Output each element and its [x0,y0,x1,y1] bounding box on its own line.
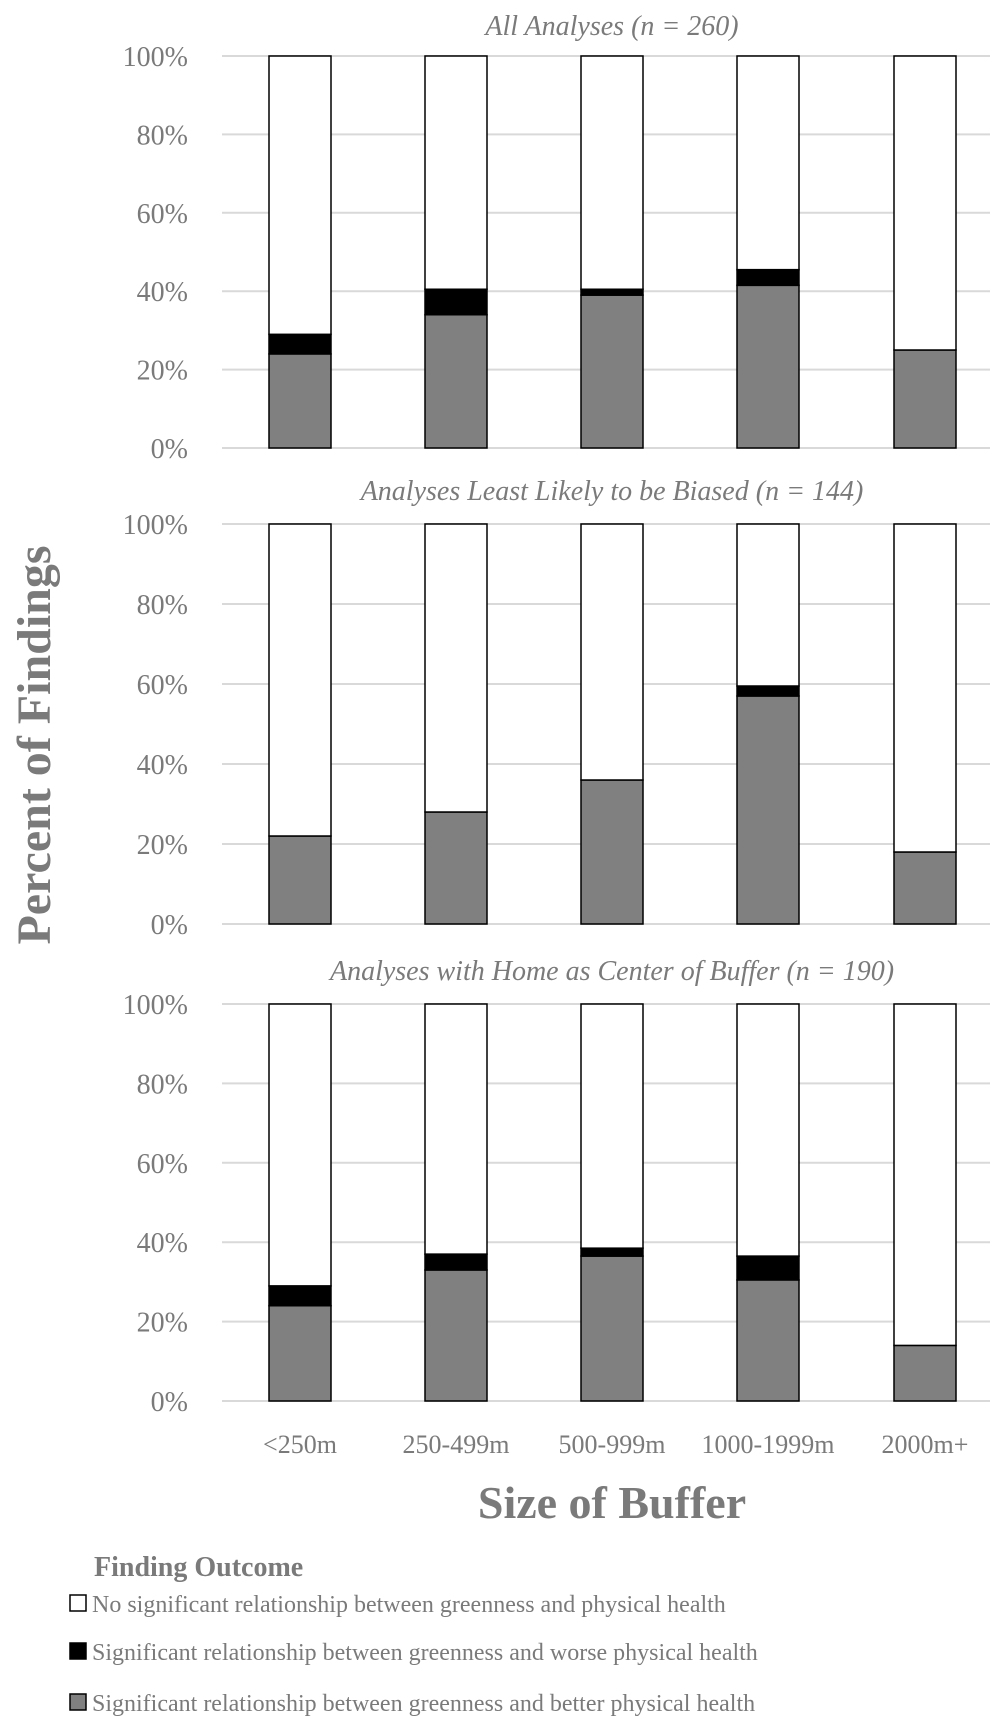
bar-segment [736,1255,800,1281]
x-tick-label: 250-499m [403,1430,510,1459]
bar-segment [424,1003,488,1255]
legend-label: No significant relationship between gree… [92,1592,726,1618]
bar-segment [580,294,644,449]
bar-segment [268,523,332,837]
bar-segment [268,1304,332,1402]
bar-segment [893,523,957,853]
legend-swatch [69,1693,87,1711]
bar-segment [580,288,644,296]
bar-segment [268,1285,332,1307]
panel-title: Analyses Least Likely to be Biased (n = … [359,476,864,507]
y-tick-label: 100% [123,990,188,1021]
y-tick-label: 0% [151,910,188,941]
y-tick-label: 60% [137,1149,188,1180]
y-tick-label: 80% [137,590,188,621]
bar-segment [736,695,800,925]
y-tick-label: 100% [123,42,188,73]
bar-segment [268,333,332,355]
panel-1: 0% 20% 40% 60% 80% 100% All Analyses (n = 260) [123,11,990,465]
x-tick-label: 2000m+ [882,1430,969,1459]
bar-segment [893,55,957,351]
y-tick-label: 100% [123,510,188,541]
panel-title: All Analyses (n = 260) [483,11,738,42]
y-tick-label: 40% [137,1228,188,1259]
legend-swatch [69,1642,87,1660]
bar-segment [424,523,488,813]
bar-segment [580,55,644,290]
y-tick-label: 0% [151,434,188,465]
bar-segment [893,851,957,925]
y-tick-label: 20% [137,1308,188,1339]
y-tick-label: 60% [137,199,188,230]
legend-label: Significant relationship between greenne… [92,1640,758,1666]
legend-title: Finding Outcome [94,1552,303,1583]
bar-segment [736,284,800,449]
x-tick-label: <250m [263,1430,337,1459]
y-tick-label: 40% [137,750,188,781]
bar-segment [424,1269,488,1402]
x-tick-label: 500-999m [559,1430,666,1459]
bar-segment [736,685,800,697]
bar-segment [268,1003,332,1287]
bar-segment [424,288,488,316]
y-tick-label: 60% [137,670,188,701]
bar-segment [580,1255,644,1402]
panel-3: 0% 20% 40% 60% 80% 100% Analyses with Home as … [123,956,990,1418]
bar-segment [580,523,644,781]
bar-segment [580,1003,644,1249]
bar-segment [424,811,488,925]
bar-segment [736,55,800,271]
bar-segment [424,313,488,449]
legend-label: Significant relationship between greenne… [92,1691,755,1717]
panel-2: 0% 20% 40% 60% 80% 100% Analyses Least Likely … [123,476,990,941]
bar-segment [580,779,644,925]
bar-segment [424,1253,488,1271]
bar-segment [424,55,488,290]
bar-segment [736,1279,800,1402]
bar-segment [893,349,957,449]
y-tick-label: 0% [151,1387,188,1418]
y-tick-label: 20% [137,356,188,387]
x-tick-label: 1000-1999m [702,1430,835,1459]
y-tick-label: 80% [137,1069,188,1100]
bar-segment [736,523,800,687]
legend-swatch [69,1594,87,1612]
bar-segment [268,55,332,336]
x-axis-tick-labels: <250m 250-499m 500-999m 1000-1999m 2000m+ [263,1430,968,1459]
chart-panels: 0% 20% 40% 60% 80% 100% All Analyses (n = 260)… [123,11,990,1418]
bar-segment [736,1003,800,1257]
bar-segment [893,1344,957,1402]
panel-title: Analyses with Home as Center of Buffer (… [328,956,894,987]
bar-segment [268,835,332,925]
y-tick-label: 80% [137,120,188,151]
legend: Finding Outcome No significant relations… [69,1552,758,1717]
x-axis-title: Size of Buffer [478,1477,746,1528]
bar-segment [893,1003,957,1347]
y-tick-label: 40% [137,277,188,308]
y-tick-label: 20% [137,830,188,861]
bar-segment [268,353,332,449]
bar-segment [580,1247,644,1257]
bar-segment [736,268,800,287]
y-axis-title: Percent of Findings [8,545,61,944]
